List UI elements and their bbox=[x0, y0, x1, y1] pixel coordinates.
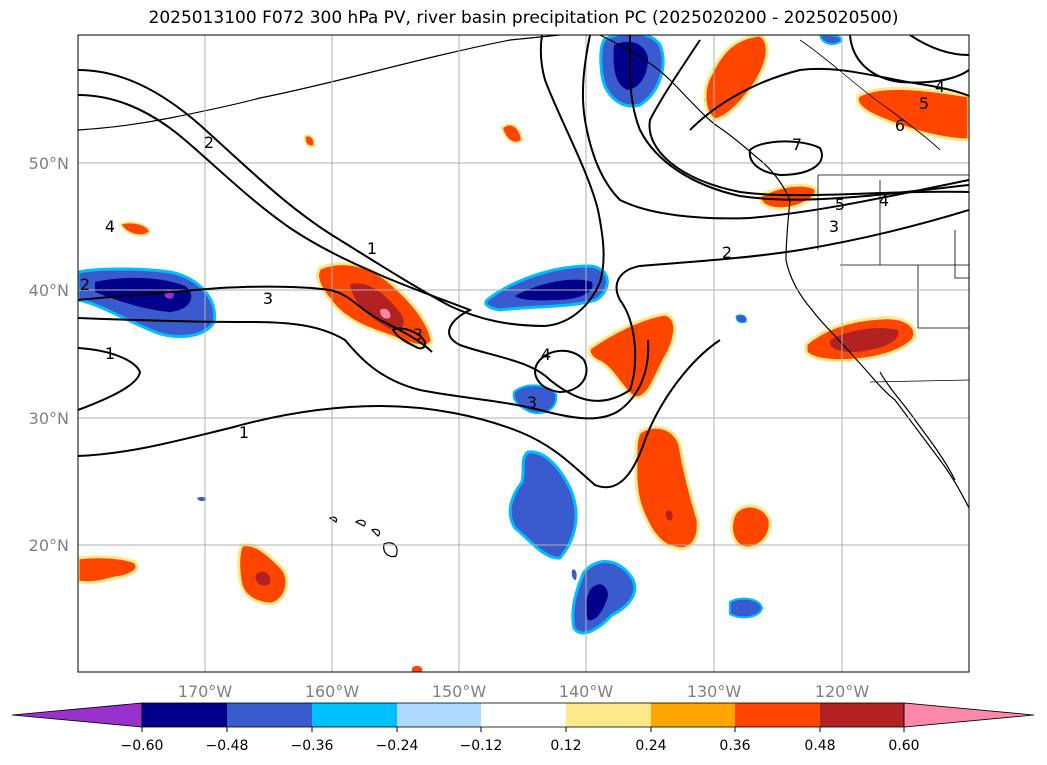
colorbar-tick-label: −0.60 bbox=[121, 738, 164, 754]
pv-label: 3 bbox=[263, 289, 273, 308]
map-frame bbox=[77, 34, 970, 673]
pv-label: 7 bbox=[792, 135, 802, 154]
pv-label: 6 bbox=[895, 116, 905, 135]
lon-label: 140°W bbox=[559, 682, 614, 701]
pv-label: 1 bbox=[105, 344, 115, 363]
pv-label: 2 bbox=[204, 133, 214, 152]
pv-label: 4 bbox=[935, 77, 945, 96]
colorbar-tick-label: −0.24 bbox=[376, 738, 419, 754]
colorbar-tick-label: 0.36 bbox=[719, 738, 750, 754]
pv-contours bbox=[78, 35, 969, 489]
colorbar-segment bbox=[735, 703, 820, 727]
pv-label: 4 bbox=[879, 191, 889, 210]
colorbar-tick-label: −0.36 bbox=[291, 738, 334, 754]
colorbar-tick-label: −0.48 bbox=[206, 738, 249, 754]
colorbar-left-extension bbox=[11, 702, 143, 728]
pv-label: 3 bbox=[413, 325, 423, 344]
pv-label: 3 bbox=[527, 393, 537, 412]
coastlines bbox=[78, 35, 969, 558]
colorbar-segment bbox=[227, 703, 312, 727]
lon-label: 160°W bbox=[305, 682, 360, 701]
pv-label: 5 bbox=[835, 195, 845, 214]
pv-label: 2 bbox=[722, 243, 732, 262]
lon-label: 150°W bbox=[432, 682, 487, 701]
pv-label: 2 bbox=[80, 275, 90, 294]
colorbar-segment bbox=[651, 703, 735, 727]
colorbar-segment bbox=[142, 703, 227, 727]
positive-precip-areas bbox=[78, 35, 969, 672]
colorbar-tick-label: −0.12 bbox=[460, 738, 503, 754]
lat-label: 40°N bbox=[29, 281, 69, 300]
colorbar-segment bbox=[566, 703, 651, 727]
lat-label: 20°N bbox=[29, 536, 69, 555]
pv-label: 4 bbox=[105, 217, 115, 236]
pv-label: 3 bbox=[829, 217, 839, 236]
pv-label: 1 bbox=[367, 239, 377, 258]
colorbar: −0.60 −0.48 −0.36 −0.24 −0.12 0.12 0.24 … bbox=[11, 702, 1035, 754]
pv-label: 5 bbox=[919, 94, 929, 113]
colorbar-segment bbox=[312, 703, 397, 727]
colorbar-tick-label: 0.12 bbox=[550, 738, 581, 754]
longitude-labels: 170°W 160°W 150°W 140°W 130°W 120°W bbox=[178, 682, 870, 701]
colorbar-tick-label: 0.24 bbox=[635, 738, 666, 754]
colorbar-segment bbox=[397, 703, 481, 727]
lon-label: 130°W bbox=[687, 682, 742, 701]
lon-label: 120°W bbox=[815, 682, 870, 701]
lon-label: 170°W bbox=[178, 682, 233, 701]
colorbar-segment bbox=[820, 703, 904, 727]
colorbar-tick-label: 0.60 bbox=[888, 738, 919, 754]
pv-label: 1 bbox=[239, 423, 249, 442]
lat-label: 50°N bbox=[29, 154, 69, 173]
pv-label: 4 bbox=[541, 345, 551, 364]
colorbar-right-extension bbox=[903, 702, 1035, 728]
gridlines bbox=[78, 35, 969, 672]
colorbar-segment bbox=[481, 703, 566, 727]
latitude-labels: 50°N 40°N 30°N 20°N bbox=[29, 154, 69, 555]
pv-contour-labels: 1 1 1 2 2 3 3 3 3 4 4 4 4 5 5 6 7 2 bbox=[80, 77, 945, 442]
colorbar-tick-label: 0.48 bbox=[804, 738, 835, 754]
lat-label: 30°N bbox=[29, 409, 69, 428]
map-title: 2025013100 F072 300 hPa PV, river basin … bbox=[148, 8, 899, 28]
